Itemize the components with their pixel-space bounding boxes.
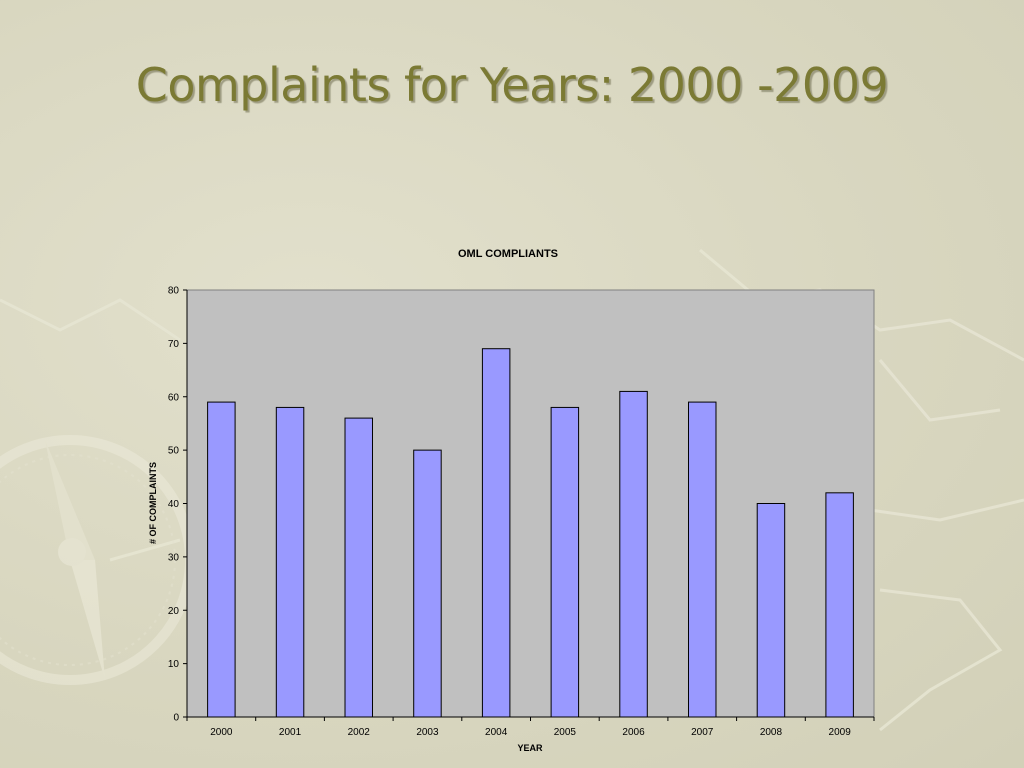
bar-2006 [619, 390, 648, 718]
bar-2001 [275, 406, 305, 718]
x-tick-label: 2007 [691, 727, 714, 738]
x-axis-title: YEAR [517, 743, 543, 753]
chart-title: OML COMPLIANTS [458, 248, 558, 260]
bar-2009 [825, 492, 854, 718]
bar-2002 [344, 417, 373, 718]
bar-2000 [207, 401, 236, 718]
y-ticks-group: 0 10 20 30 40 50 60 70 80 [168, 286, 187, 724]
x-tick-label: 2003 [416, 727, 439, 738]
y-tick-label: 40 [168, 499, 180, 510]
x-tick-label: 2001 [279, 727, 302, 738]
x-tick-label: 2004 [485, 727, 508, 738]
y-tick-label: 30 [168, 552, 180, 563]
y-axis-title: # OF COMPLAINTS [148, 462, 158, 544]
bar-2007 [688, 401, 717, 718]
bar-2004 [481, 348, 511, 718]
y-tick-label: 60 [168, 392, 180, 403]
y-tick-label: 20 [168, 606, 180, 617]
x-tick-label: 2008 [760, 727, 783, 738]
x-tick-label: 2000 [210, 727, 233, 738]
slide-title: Complaints for Years: 2000 -2009 [135, 58, 889, 112]
bar-2008 [756, 503, 786, 718]
x-tick-label: 2009 [829, 727, 852, 738]
y-tick-label: 50 [168, 446, 180, 457]
y-tick-label: 80 [168, 286, 180, 297]
y-tick-label: 0 [173, 713, 179, 724]
bar-2003 [413, 449, 442, 718]
x-tick-label: 2002 [348, 727, 371, 738]
y-tick-label: 70 [168, 339, 180, 350]
y-tick-label: 10 [168, 659, 180, 670]
x-ticks-group: 2000 2001 2002 2003 2004 2005 2006 2007 2008 2009 [186, 717, 875, 738]
bar-2005 [550, 406, 580, 718]
x-tick-label: 2006 [622, 727, 645, 738]
x-tick-label: 2005 [554, 727, 577, 738]
